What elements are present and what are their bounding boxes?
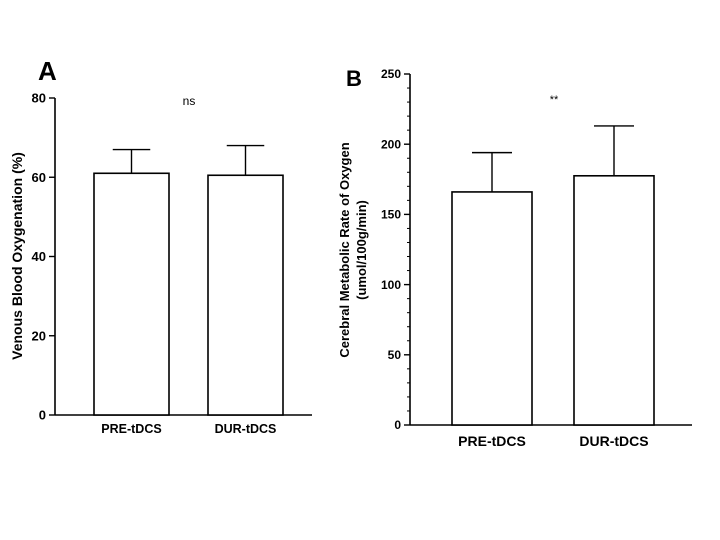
panel-a-significance-label: ns (183, 94, 196, 108)
panel-b-significance-label: ** (550, 94, 559, 106)
panel-b-x-category-label: DUR-tDCS (579, 433, 648, 449)
panel-a-x-category-label: PRE-tDCS (101, 422, 161, 436)
panel-a-bar (207, 174, 284, 416)
panel-b-y-tick-label: 150 (381, 208, 401, 222)
panel-a-y-tick-label: 20 (32, 328, 46, 343)
panel-a-y-tick-label: 40 (32, 249, 46, 264)
panel-b-x-category-label: PRE-tDCS (458, 433, 526, 449)
panel-b-y-axis-title-line2: (umol/100g/min) (354, 200, 369, 300)
panel-b-y-tick-label: 200 (381, 137, 401, 151)
panel-letter-a: A (38, 56, 57, 86)
panel-b-bar (451, 191, 533, 426)
panel-letter-b: B (346, 66, 362, 91)
panel-a-y-axis-title: Venous Blood Oxygenation (%) (9, 152, 25, 360)
panel-a-y-tick-label: 80 (32, 91, 46, 106)
panel-a-y-tick-label: 60 (32, 170, 46, 185)
panel-b-bar (573, 174, 655, 426)
panel-b-y-tick-label: 0 (394, 418, 401, 432)
panel-b-y-tick-label: 250 (381, 67, 401, 81)
panel-a-chart: 0 20 40 60 80 PRE-tDCS DUR-tDCS ns (32, 91, 312, 436)
panel-b-y-tick-label: 50 (388, 348, 402, 362)
panel-b-chart: 0 50 100 150 200 250 PRE-tDCS DUR-tDCS ** (381, 67, 692, 449)
panel-a-x-category-label: DUR-tDCS (215, 422, 277, 436)
panel-a-y-tick-label: 0 (39, 408, 46, 423)
panel-a-bar (93, 172, 170, 416)
panel-b-y-tick-label: 100 (381, 278, 401, 292)
panel-b-y-axis-title-line1: Cerebral Metabolic Rate of Oxygen (337, 142, 352, 357)
